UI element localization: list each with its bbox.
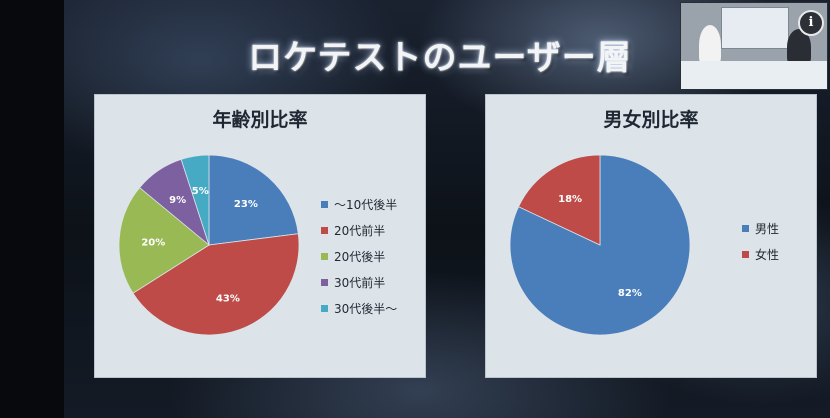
age-legend-swatch-4: [321, 304, 328, 312]
gender-chart-panel: 男女別比率 82% 18% 男性女性: [485, 94, 817, 378]
age-slice-1: [132, 233, 300, 336]
gender-legend-item-0: 男性: [742, 215, 779, 241]
age-slice-label-0: 23%: [234, 199, 258, 210]
age-legend-swatch-0: [321, 200, 328, 208]
age-slice-2: [118, 187, 210, 294]
age-legend-item-4: 30代後半～: [321, 295, 397, 321]
slide-title: ロケテストのユーザー層: [248, 38, 632, 78]
age-slice-4: [180, 154, 210, 246]
age-legend-item-3: 30代前半: [321, 269, 397, 295]
age-legend-label-2: 20代後半: [334, 249, 386, 264]
gender-slice-label-0: 82%: [618, 288, 642, 299]
studio-screen: [721, 7, 789, 49]
gender-legend-item-1: 女性: [742, 241, 779, 267]
age-legend-item-0: ～10代後半: [321, 191, 397, 217]
age-legend-item-1: 20代前半: [321, 217, 397, 243]
gender-slice-label-1: 18%: [558, 194, 582, 205]
age-legend-label-0: ～10代後半: [334, 197, 398, 212]
studio-desk: [681, 61, 827, 89]
age-slice-label-3: 9%: [169, 195, 186, 206]
gender-slice-1: [518, 154, 601, 246]
age-legend-item-2: 20代後半: [321, 243, 397, 269]
age-legend-swatch-3: [321, 278, 328, 286]
gender-legend-swatch-1: [742, 250, 749, 258]
gender-pie-chart: 82% 18%: [509, 154, 691, 336]
age-pie-chart: 23% 43% 20% 9% 5%: [118, 154, 300, 336]
gender-chart-title: 男女別比率: [603, 109, 699, 131]
gender-legend-label-0: 男性: [755, 221, 780, 236]
age-legend-label-1: 20代前半: [334, 223, 386, 238]
age-slice-0: [208, 154, 299, 246]
age-legend-swatch-2: [321, 252, 328, 260]
age-legend-label-4: 30代後半～: [334, 301, 398, 316]
age-legend: ～10代後半 20代前半 20代後半 30代前半 30代後半～: [321, 191, 397, 321]
age-chart-title: 年齢別比率: [212, 109, 308, 131]
age-slice-label-2: 20%: [141, 237, 165, 248]
age-legend-swatch-1: [321, 226, 328, 234]
gender-legend: 男性 女性: [742, 215, 779, 267]
info-icon[interactable]: i: [798, 10, 824, 36]
gender-legend-swatch-0: [742, 224, 749, 232]
age-chart-panel: 年齢別比率 23% 43% 20% 9% 5% ～10代後半 20代前半 20代後半 30代前…: [94, 94, 426, 378]
left-black-bar: [0, 0, 64, 418]
age-slice-label-4: 5%: [192, 186, 209, 197]
age-legend-label-3: 30代前半: [334, 275, 386, 290]
age-slice-label-1: 43%: [216, 294, 240, 305]
gender-legend-label-1: 女性: [755, 247, 780, 262]
presenter-left: [699, 25, 721, 65]
